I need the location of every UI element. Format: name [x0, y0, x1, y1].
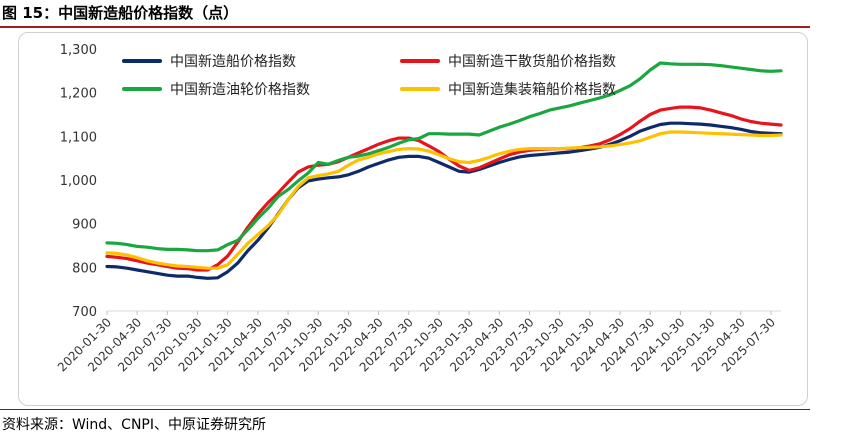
series-line-4 [105, 130, 783, 270]
title-rule [0, 26, 810, 28]
y-tick-label-800: 800 [72, 261, 97, 276]
series-line-3 [105, 61, 783, 253]
y-tick-label-1-000: 1,000 [60, 174, 97, 189]
y-tick-label-700: 700 [72, 305, 97, 320]
y-tick-label-1-300: 1,300 [60, 43, 97, 58]
legend-label-3: 中国新造油轮价格指数 [170, 82, 310, 98]
legend-label-1: 中国新造船价格指数 [170, 54, 296, 70]
series-line-1 [105, 121, 783, 280]
legend-label-4: 中国新造集装箱船价格指数 [448, 81, 616, 98]
y-tick-label-900: 900 [72, 218, 97, 233]
figure-title: 图 15：中国新造船价格指数（点） [2, 4, 239, 22]
legend-label-2: 中国新造干散货船价格指数 [448, 53, 616, 70]
line-chart: 7008009001,0001,1001,2001,3002020-01-302… [55, 43, 783, 374]
y-tick-label-1-100: 1,100 [60, 130, 97, 145]
y-tick-label-1-200: 1,200 [60, 87, 97, 102]
chart-panel: 700 800 900 1,000 1,100 1,200 1,300 2020-01-30 2… [18, 32, 808, 406]
source-rule [0, 409, 810, 410]
source-note: 资料来源：Wind、CNPI、中原证券研究所 [2, 417, 267, 433]
